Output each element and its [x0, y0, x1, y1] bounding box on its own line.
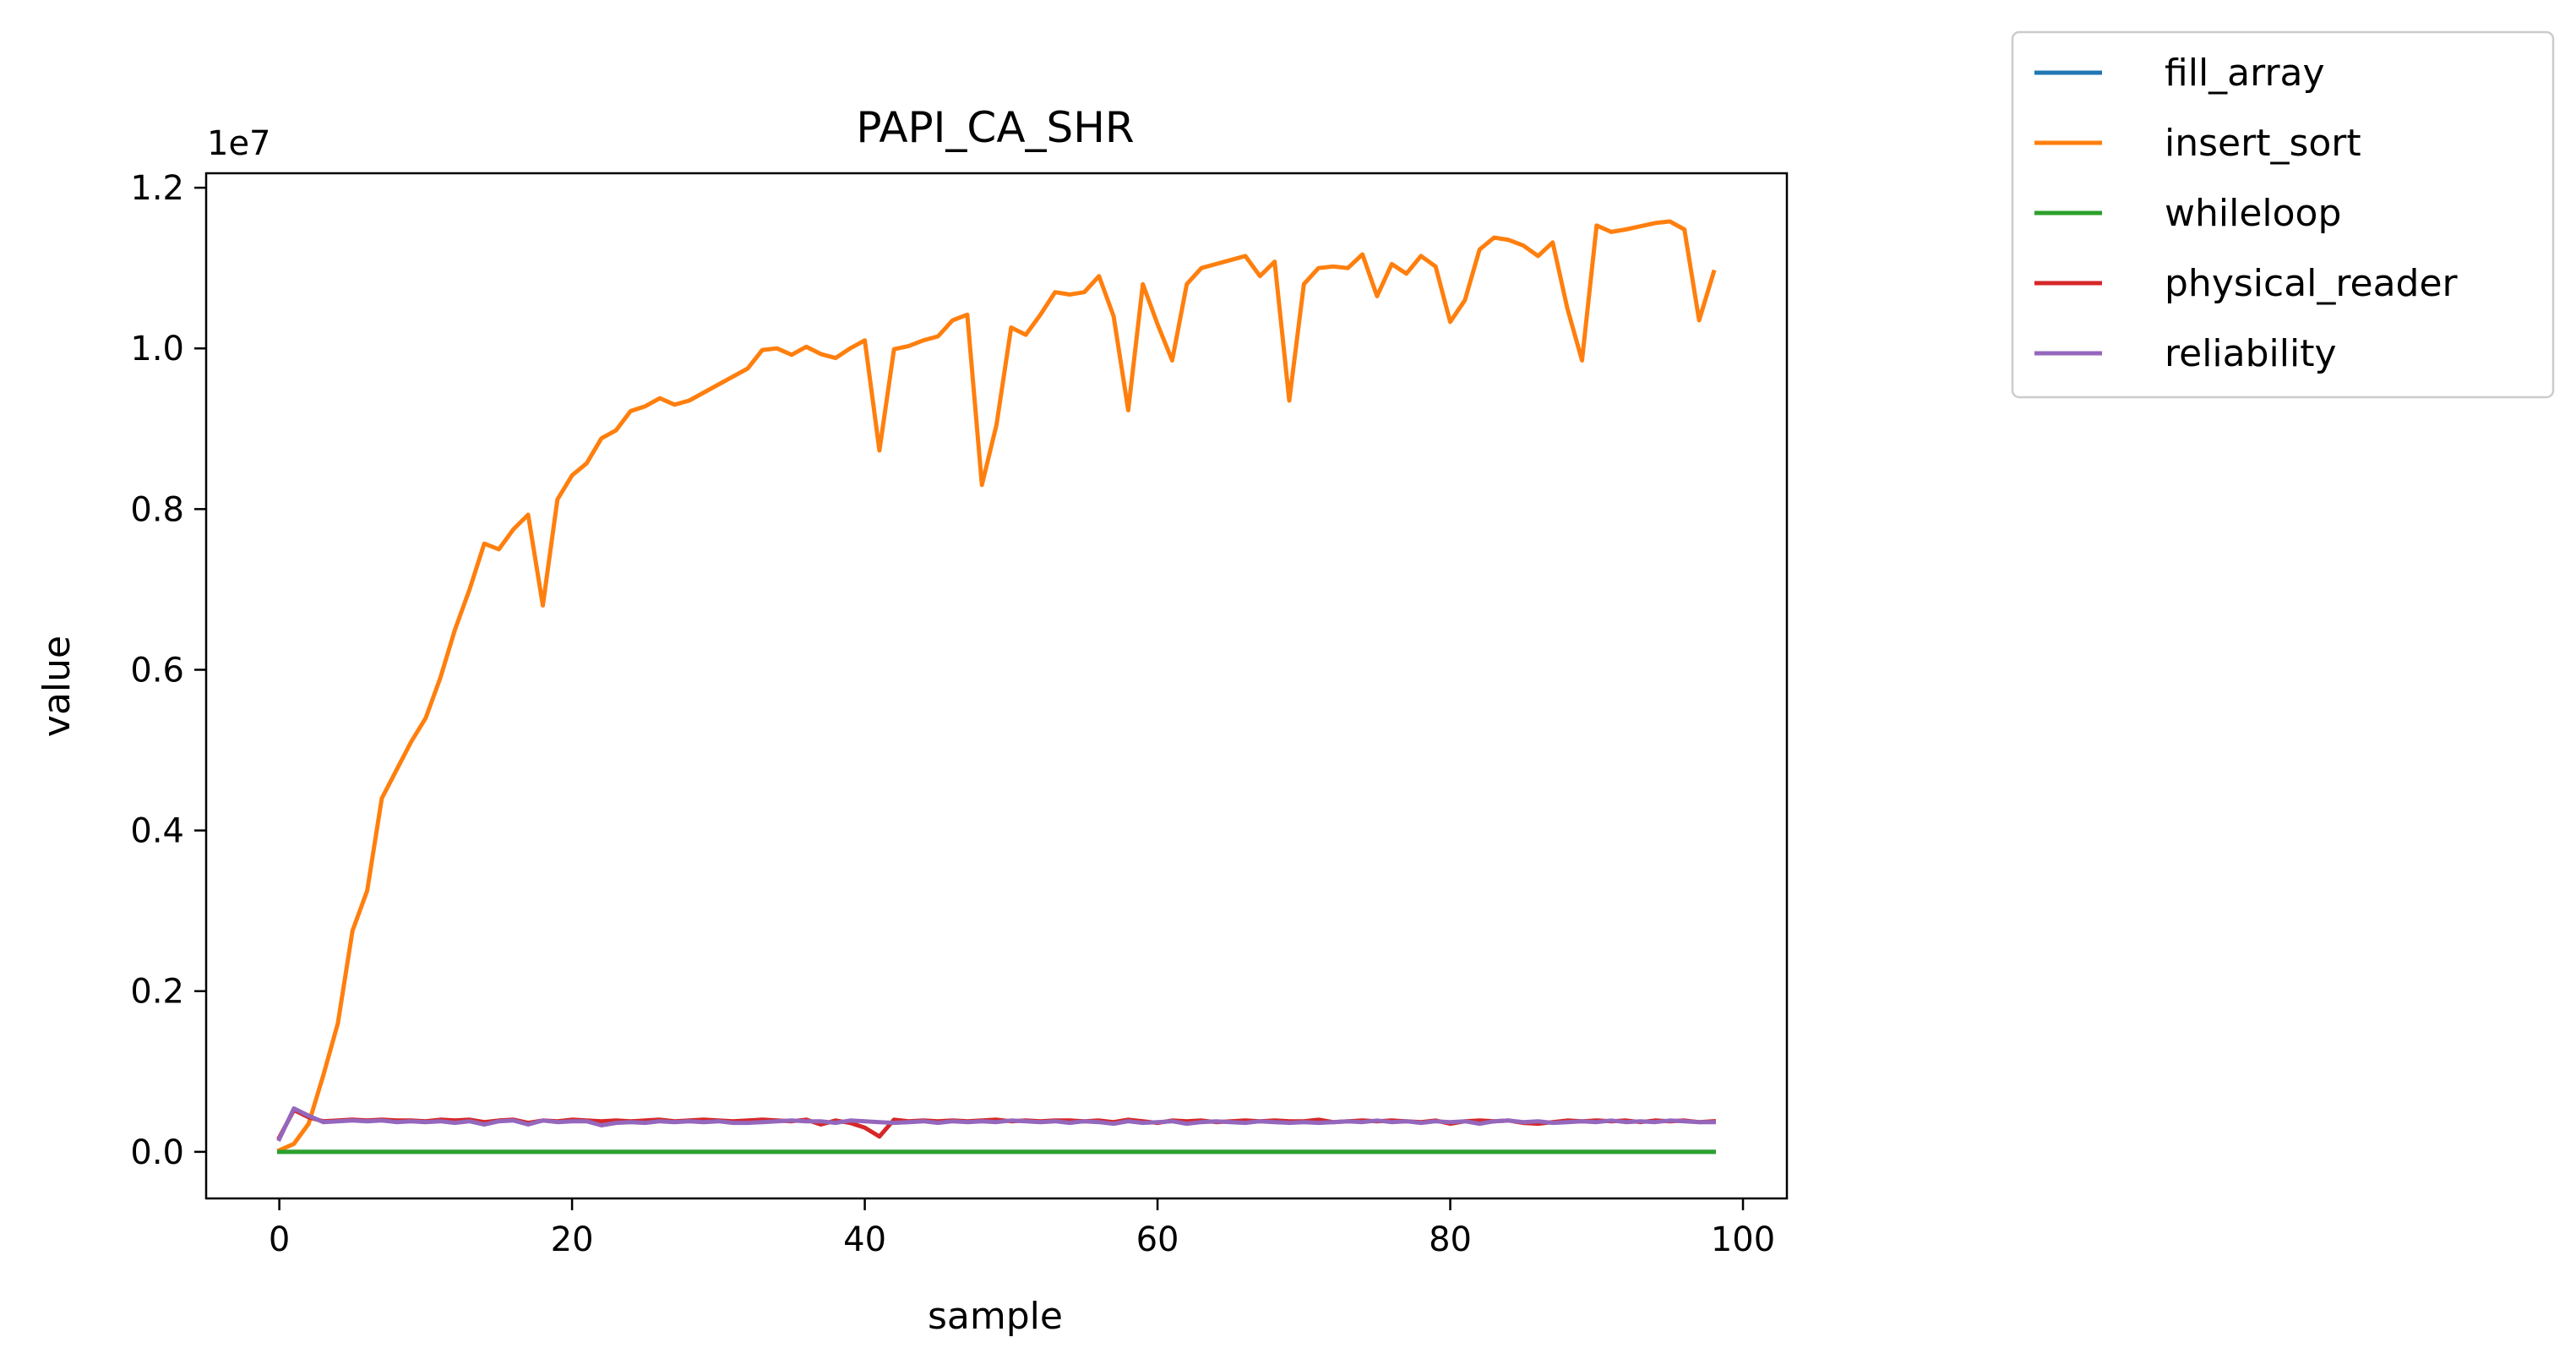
y-tick-label: 0.6 [130, 651, 184, 690]
y-tick-label: 1.2 [130, 169, 184, 208]
series-lines [276, 219, 1717, 1154]
y-tick-label: 0.2 [130, 973, 184, 1012]
y-tick-label: 0.4 [130, 812, 184, 851]
y-axis-offset-label: 1e7 [207, 124, 271, 163]
legend: fill_array insert_sort whileloop physical_r… [2011, 30, 2555, 399]
series-line-reliability [276, 1106, 1716, 1143]
x-tick-label: 80 [1429, 1220, 1472, 1259]
legend-label: whileloop [2165, 192, 2341, 235]
legend-frame [2011, 30, 2555, 399]
legend-label: reliability [2165, 332, 2337, 375]
legend-label: physical_reader [2165, 262, 2459, 305]
legend-label: fill_array [2165, 52, 2325, 95]
x-axis-ticks: 0 20 40 60 80 100 [269, 1198, 1775, 1259]
series-line-insert-sort [276, 219, 1717, 1154]
y-tick-label: 0.0 [130, 1133, 184, 1172]
x-axis-label: sample [928, 1295, 1063, 1338]
y-axis-label: value [35, 636, 79, 737]
x-tick-label: 40 [843, 1220, 886, 1259]
x-tick-label: 60 [1136, 1220, 1179, 1259]
x-tick-label: 0 [269, 1220, 290, 1259]
y-tick-label: 1.0 [130, 330, 184, 368]
x-tick-label: 20 [551, 1220, 594, 1259]
legend-label: insert_sort [2165, 122, 2361, 165]
y-tick-label: 0.8 [130, 490, 184, 529]
plot-frame [204, 172, 1789, 1200]
y-axis-ticks: 0.0 0.2 0.4 0.6 0.8 1.0 1.2 [130, 169, 206, 1172]
x-tick-label: 100 [1711, 1220, 1775, 1259]
chart-title: PAPI_CA_SHR [856, 103, 1134, 152]
